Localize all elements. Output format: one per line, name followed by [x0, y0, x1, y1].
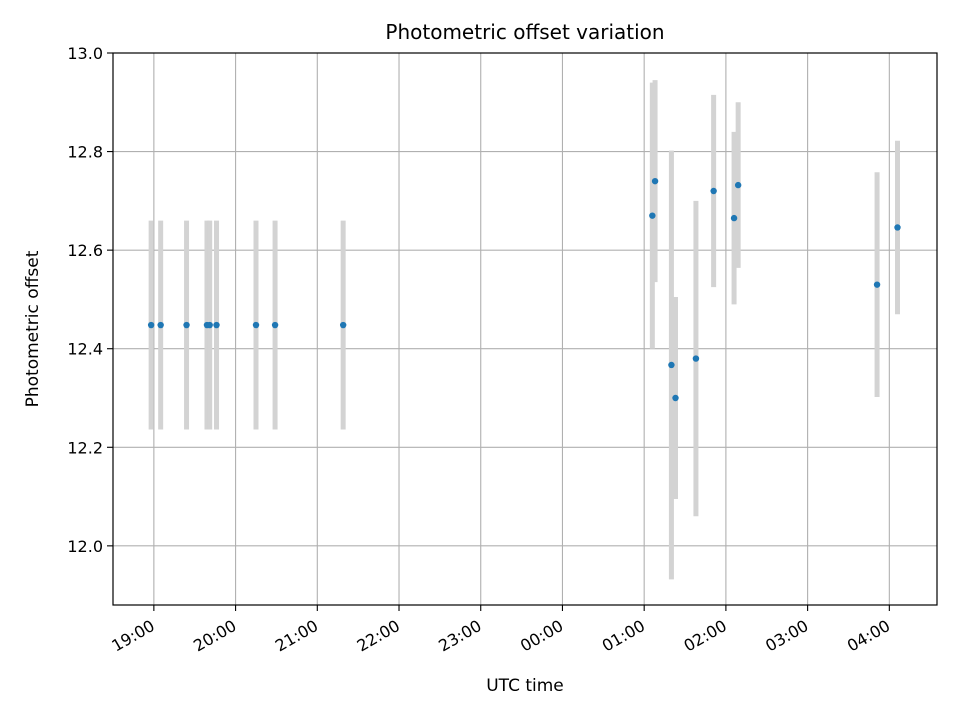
data-point [206, 321, 213, 329]
data-points [147, 177, 901, 402]
y-tick-label: 12.8 [67, 143, 103, 162]
data-point [271, 321, 279, 329]
data-point [157, 321, 164, 329]
y-tick-label: 12.4 [67, 340, 103, 359]
x-axis-label: UTC time [486, 676, 564, 696]
data-point [692, 355, 700, 362]
y-tick-label: 13.0 [67, 44, 103, 63]
y-tick-label: 12.2 [67, 438, 103, 457]
data-point [651, 177, 659, 185]
y-axis: 12.0 12.2 12.4 12.6 12.8 13.0 [67, 44, 113, 556]
data-point [710, 187, 717, 195]
data-point [734, 181, 742, 189]
y-tick-label: 12.0 [67, 537, 103, 556]
plot-area-frame [112, 52, 938, 606]
data-point [147, 321, 155, 329]
data-point [894, 224, 901, 231]
data-point [649, 212, 656, 219]
data-point [668, 361, 675, 369]
data-point [672, 394, 679, 402]
data-point [183, 321, 190, 329]
y-axis-label: Photometric offset [23, 250, 43, 407]
data-point [339, 321, 347, 329]
grid [113, 52, 937, 605]
data-point [730, 214, 738, 222]
chart-title: Photometric offset variation [385, 20, 664, 44]
y-tick-label: 12.6 [67, 241, 103, 260]
data-point [252, 321, 260, 329]
data-point [873, 281, 881, 288]
data-point [213, 321, 220, 329]
